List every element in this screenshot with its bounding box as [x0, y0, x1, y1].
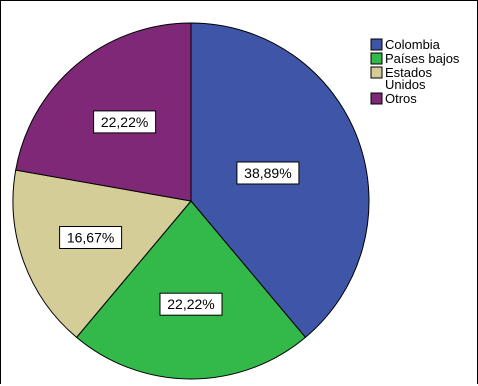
pie-slice-estados-unidos	[12, 169, 192, 339]
data-label-box-estados-unidos	[59, 226, 123, 249]
pie-data-labels: 38,89% 22,22% 16,67% 22,22%	[59, 110, 300, 316]
legend-swatch-otros	[370, 92, 383, 105]
data-label-text-estados-unidos: 16,67%	[67, 230, 114, 246]
pie-slices	[12, 22, 370, 380]
data-label-box-otros	[93, 110, 157, 134]
legend-swatch-colombia	[370, 38, 383, 51]
data-label-otros: 22,22%	[93, 110, 157, 134]
legend-item-otros: Otros	[370, 91, 417, 106]
data-label-text-paises-bajos: 22,22%	[167, 296, 214, 312]
legend-item-estados-unidos: Estados Unidos	[370, 65, 432, 92]
legend-swatch-paises-bajos	[370, 52, 383, 65]
data-label-paises-bajos: 22,22%	[159, 292, 223, 316]
legend-label-paises-bajos: Países bajos	[385, 51, 460, 66]
data-label-box-colombia	[236, 161, 300, 185]
legend-label-estados-unidos: Estados Unidos	[385, 65, 432, 92]
pie-slice-paises-bajos	[75, 200, 307, 380]
data-label-text-otros: 22,22%	[101, 114, 148, 130]
legend-item-colombia: Colombia	[370, 37, 441, 52]
legend-swatch-estados-unidos	[370, 66, 383, 79]
data-label-estados-unidos: 16,67%	[59, 226, 123, 249]
legend-item-paises-bajos: Países bajos	[370, 51, 460, 66]
legend-label-otros: Otros	[385, 91, 417, 106]
data-label-box-paises-bajos	[159, 292, 223, 316]
data-label-text-colombia: 38,89%	[244, 165, 291, 181]
legend-label-colombia: Colombia	[385, 37, 441, 52]
data-label-colombia: 38,89%	[236, 161, 300, 185]
